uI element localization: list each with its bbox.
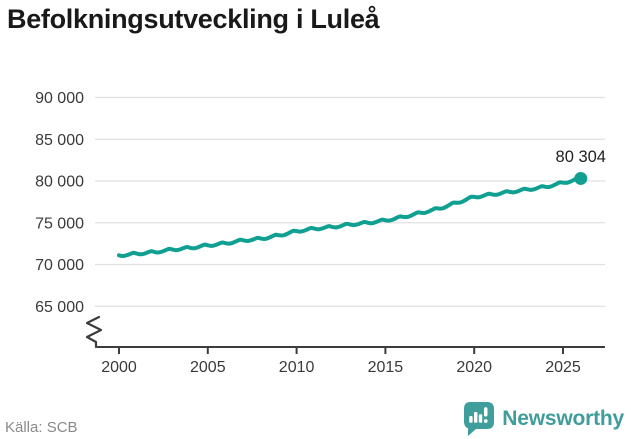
x-tick-label: 2000 [101,359,137,376]
y-tick-label: 85 000 [35,132,84,149]
x-tick-label: 2005 [190,359,226,376]
y-tick-label: 80 000 [35,174,84,191]
x-tick-label: 2015 [368,359,404,376]
x-tick-label: 2010 [279,359,315,376]
y-tick-label: 65 000 [35,299,84,316]
y-tick-label: 90 000 [35,90,84,107]
newsworthy-icon [464,402,495,436]
newsworthy-logo[interactable]: Newsworthy [463,401,624,437]
x-tick-label: 2025 [545,359,581,376]
chart-title: Befolkningsutveckling i Luleå [7,4,380,34]
newsworthy-wordmark: Newsworthy [502,407,624,430]
population-chart: 90 000 85 000 80 000 75 000 70 000 65 000 2000… [35,90,606,376]
line-chart-canvas: 90 000 85 000 80 000 75 000 70 000 65 000 2000… [35,90,606,376]
x-tick-label: 2020 [456,359,492,376]
y-tick-label: 70 000 [35,257,84,274]
y-tick-label: 75 000 [35,215,84,232]
population-line [117,176,583,258]
last-value-label: 80 304 [556,148,606,166]
axis-break-icon [85,315,103,349]
source-label: Källa: SCB [5,419,78,436]
last-value-dot [574,171,588,185]
